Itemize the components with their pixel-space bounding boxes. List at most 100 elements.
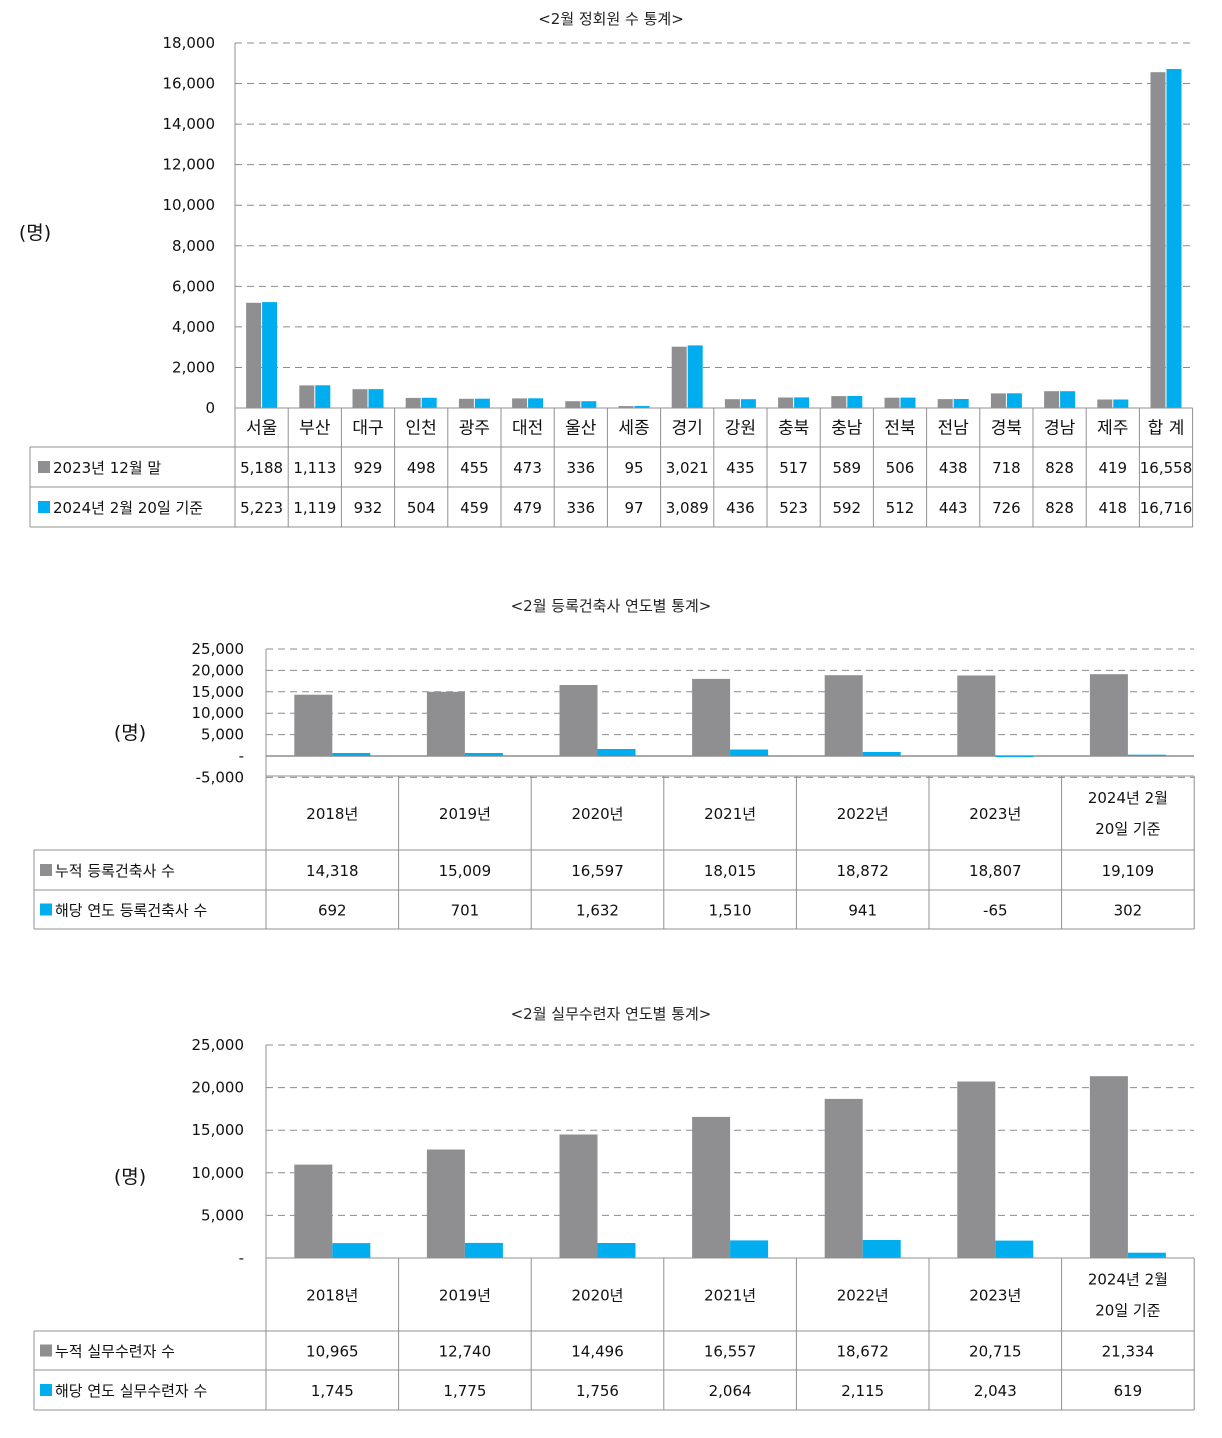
data-label: 1,510 <box>709 902 752 920</box>
bar-gray <box>778 397 794 408</box>
bar-blue <box>634 406 650 408</box>
data-label: 3,021 <box>666 459 709 477</box>
y-tick-label: - <box>239 747 244 765</box>
data-label: 12,740 <box>439 1343 492 1361</box>
category-label: 합 계 <box>1148 419 1185 439</box>
data-label: 479 <box>513 499 542 517</box>
bar-blue <box>581 401 597 408</box>
data-label: 512 <box>886 499 915 517</box>
series-name: 2023년 12월 말 <box>53 459 161 477</box>
data-label: 1,113 <box>293 459 336 477</box>
data-label: 302 <box>1114 902 1143 920</box>
chart-title: <2월 등록건축사 연도별 통계> <box>511 597 712 615</box>
data-label: 523 <box>779 499 808 517</box>
bar-gray <box>618 406 634 408</box>
bar-blue <box>597 749 636 756</box>
y-tick-label: 5,000 <box>201 726 244 744</box>
category-label: 2022년 <box>837 805 889 823</box>
bar-blue <box>597 1243 636 1258</box>
category-label: 인천 <box>406 419 437 439</box>
y-tick-label: 10,000 <box>192 1164 245 1182</box>
y-tick-label: 20,000 <box>192 1079 245 1097</box>
data-label: 418 <box>1098 499 1127 517</box>
bar-gray <box>692 678 731 756</box>
data-label: 16,716 <box>1140 499 1193 517</box>
bar-gray <box>1089 674 1128 756</box>
bar-gray <box>426 691 465 756</box>
data-label: 828 <box>1045 459 1074 477</box>
series-name: 해당 연도 실무수련자 수 <box>55 1382 207 1400</box>
y-tick-label: 8,000 <box>172 237 215 255</box>
bar-blue <box>332 753 371 756</box>
category-label: 울산 <box>565 419 597 439</box>
data-label: 619 <box>1114 1382 1143 1400</box>
chart-title: <2월 정회원 수 통계> <box>538 10 684 28</box>
data-label: 506 <box>886 459 915 477</box>
category-label: 전남 <box>938 419 970 439</box>
bar-blue <box>995 756 1034 757</box>
bar-blue <box>421 397 437 408</box>
data-label: 18,807 <box>969 862 1022 880</box>
data-label: 726 <box>992 499 1021 517</box>
bar-gray <box>957 675 996 756</box>
category-label: 2022년 <box>837 1287 889 1305</box>
category-label: 2019년 <box>439 1287 491 1305</box>
series-name: 2024년 2월 20일 기준 <box>53 499 203 517</box>
y-tick-label: 2,000 <box>172 358 215 376</box>
category-label: 서울 <box>246 419 277 439</box>
data-label: 592 <box>832 499 861 517</box>
legend-swatch-gray <box>38 461 50 473</box>
data-label: 2,115 <box>841 1382 884 1400</box>
data-label: 1,775 <box>443 1382 486 1400</box>
bar-blue <box>953 399 969 408</box>
bar-gray <box>1044 391 1060 408</box>
data-label: 18,015 <box>704 862 757 880</box>
category-label: 충남 <box>831 419 863 439</box>
data-label: 459 <box>460 499 489 517</box>
category-label: 2023년 <box>969 805 1021 823</box>
bar-gray <box>884 397 900 408</box>
category-label: 2020년 <box>572 1287 624 1305</box>
data-label: 692 <box>318 902 347 920</box>
category-label: 광주 <box>459 419 490 439</box>
bar-blue <box>794 397 810 408</box>
bar-gray <box>294 694 333 756</box>
data-label: 16,557 <box>704 1343 757 1361</box>
category-label: 강원 <box>725 419 756 439</box>
series-name: 해당 연도 등록건축사 수 <box>55 902 207 920</box>
bar-gray <box>559 685 598 756</box>
data-label: 97 <box>624 499 643 517</box>
bar-blue <box>687 345 703 408</box>
data-label: 16,597 <box>571 862 624 880</box>
bar-blue <box>1127 754 1166 756</box>
category-label-line: 20일 기준 <box>1095 1302 1160 1320</box>
category-label: 2023년 <box>969 1287 1021 1305</box>
y-tick-label: 15,000 <box>192 1121 245 1139</box>
category-label: 부산 <box>299 419 331 439</box>
category-label: 대전 <box>512 419 543 439</box>
data-label: 336 <box>566 459 595 477</box>
data-label: 1,632 <box>576 902 619 920</box>
data-label: 21,334 <box>1102 1343 1155 1361</box>
data-label: 498 <box>407 459 436 477</box>
bar-blue <box>995 1240 1034 1258</box>
bar-gray <box>1150 72 1166 408</box>
data-label: 5,188 <box>240 459 283 477</box>
data-label: 18,672 <box>836 1343 889 1361</box>
bar-gray <box>957 1081 996 1258</box>
bar-gray <box>724 399 740 408</box>
bar-blue <box>900 397 916 408</box>
data-label: 718 <box>992 459 1021 477</box>
category-label: 세종 <box>618 419 649 439</box>
bar-gray <box>990 393 1006 408</box>
data-label: 473 <box>513 459 542 477</box>
bar-blue <box>847 396 863 408</box>
category-label: 제주 <box>1097 419 1128 439</box>
bar-gray <box>565 401 581 408</box>
category-label: 충북 <box>778 419 809 439</box>
category-label: 경남 <box>1044 419 1076 439</box>
data-label: 932 <box>354 499 383 517</box>
bar-gray <box>426 1149 465 1258</box>
data-label: 828 <box>1045 499 1074 517</box>
data-label: 941 <box>848 902 877 920</box>
